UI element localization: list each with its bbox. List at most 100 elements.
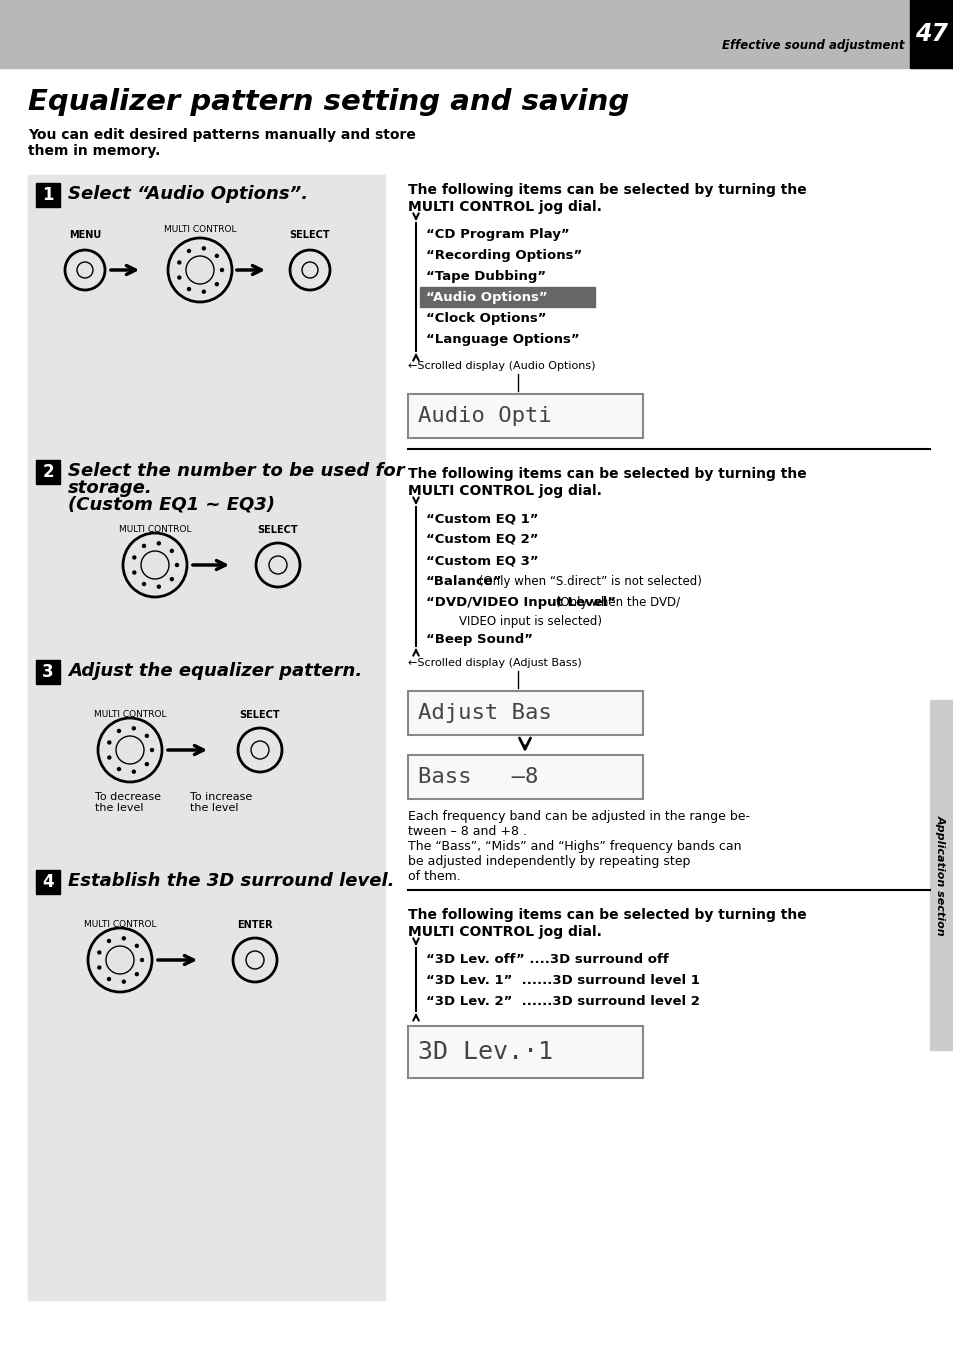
Text: 1: 1 [42, 186, 53, 204]
Text: “Custom EQ 3”: “Custom EQ 3” [426, 554, 538, 567]
Circle shape [215, 282, 218, 285]
Text: The following items can be selected by turning the: The following items can be selected by t… [408, 182, 806, 197]
Text: “Tape Dubbing”: “Tape Dubbing” [426, 270, 545, 282]
Circle shape [157, 585, 160, 588]
Circle shape [157, 542, 160, 544]
Text: Equalizer pattern setting and saving: Equalizer pattern setting and saving [28, 88, 629, 116]
Text: “Recording Options”: “Recording Options” [426, 249, 581, 262]
Text: Adjust the equalizer pattern.: Adjust the equalizer pattern. [68, 662, 362, 680]
Text: “CD Program Play”: “CD Program Play” [426, 228, 569, 240]
Circle shape [108, 740, 111, 744]
Text: “3D Lev. off” ....3D surround off: “3D Lev. off” ....3D surround off [426, 952, 668, 966]
Bar [419, 286, 595, 307]
Circle shape [122, 981, 125, 984]
Circle shape [132, 557, 135, 559]
Text: To increase: To increase [190, 792, 252, 802]
Circle shape [132, 727, 135, 730]
Bar [36, 870, 60, 894]
Circle shape [135, 973, 138, 975]
Text: storage.: storage. [68, 480, 152, 497]
Text: (Only when the DVD/: (Only when the DVD/ [552, 596, 679, 609]
Circle shape [108, 978, 111, 981]
Text: Application section: Application section [935, 815, 945, 935]
Text: “Balance”: “Balance” [426, 576, 502, 588]
Text: “Beep Sound”: “Beep Sound” [426, 634, 533, 646]
Text: MULTI CONTROL: MULTI CONTROL [164, 226, 236, 234]
Text: Select the number to be used for: Select the number to be used for [68, 462, 404, 480]
Circle shape [132, 770, 135, 773]
Circle shape [117, 730, 120, 732]
Circle shape [142, 582, 146, 585]
Text: MULTI CONTROL: MULTI CONTROL [84, 920, 156, 929]
Circle shape [202, 290, 205, 293]
Circle shape [108, 939, 111, 943]
Text: 2: 2 [42, 463, 53, 481]
Bar [408, 690, 642, 735]
Text: Establish the 3D surround level.: Establish the 3D surround level. [68, 871, 395, 890]
Text: Select “Audio Options”.: Select “Audio Options”. [68, 185, 308, 203]
Text: “Clock Options”: “Clock Options” [426, 312, 546, 326]
Text: VIDEO input is selected): VIDEO input is selected) [443, 616, 601, 628]
Circle shape [215, 254, 218, 257]
Text: “Custom EQ 2”: “Custom EQ 2” [426, 534, 537, 546]
Circle shape [220, 269, 223, 272]
Text: the level: the level [95, 802, 143, 813]
Text: Effective sound adjustment: Effective sound adjustment [721, 39, 904, 53]
Text: “Custom EQ 1”: “Custom EQ 1” [426, 512, 537, 526]
Circle shape [142, 544, 146, 547]
Circle shape [117, 767, 120, 770]
Text: The following items can be selected by turning the: The following items can be selected by t… [408, 467, 806, 481]
Text: You can edit desired patterns manually and store: You can edit desired patterns manually a… [28, 128, 416, 142]
Text: ←Scrolled display (Audio Options): ←Scrolled display (Audio Options) [408, 361, 595, 372]
Text: Each frequency band can be adjusted in the range be-: Each frequency band can be adjusted in t… [408, 811, 749, 823]
Text: of them.: of them. [408, 870, 460, 884]
Text: Adjust Bas: Adjust Bas [417, 703, 551, 723]
Bar [408, 755, 642, 798]
Bar [28, 176, 385, 1300]
Bar [0, 0, 953, 68]
Text: MULTI CONTROL: MULTI CONTROL [93, 711, 166, 719]
Text: MULTI CONTROL jog dial.: MULTI CONTROL jog dial. [408, 925, 601, 939]
Circle shape [135, 944, 138, 947]
Text: tween – 8 and +8 .: tween – 8 and +8 . [408, 825, 526, 838]
Text: them in memory.: them in memory. [28, 145, 160, 158]
Bar [36, 459, 60, 484]
Text: “Language Options”: “Language Options” [426, 332, 579, 346]
Text: SELECT: SELECT [290, 230, 330, 240]
Text: (Only when “S.direct” is not selected): (Only when “S.direct” is not selected) [475, 576, 701, 588]
Circle shape [145, 763, 149, 766]
Text: ←Scrolled display (Adjust Bass): ←Scrolled display (Adjust Bass) [408, 658, 581, 667]
Circle shape [108, 757, 111, 759]
Text: 3D Lev.·1: 3D Lev.·1 [417, 1040, 553, 1065]
Text: (Custom EQ1 ~ EQ3): (Custom EQ1 ~ EQ3) [68, 496, 274, 513]
Text: MULTI CONTROL: MULTI CONTROL [118, 526, 191, 534]
Text: “Audio Options”: “Audio Options” [426, 290, 547, 304]
Text: “3D Lev. 1”  ......3D surround level 1: “3D Lev. 1” ......3D surround level 1 [426, 974, 700, 988]
Text: MULTI CONTROL jog dial.: MULTI CONTROL jog dial. [408, 484, 601, 499]
Bar [929, 700, 951, 1050]
Circle shape [98, 966, 101, 969]
Text: 4: 4 [42, 873, 53, 892]
Text: SELECT: SELECT [257, 526, 298, 535]
Circle shape [188, 288, 191, 290]
Text: “3D Lev. 2”  ......3D surround level 2: “3D Lev. 2” ......3D surround level 2 [426, 994, 700, 1008]
Text: SELECT: SELECT [239, 711, 280, 720]
Text: To decrease: To decrease [95, 792, 161, 802]
Text: be adjusted independently by repeating step: be adjusted independently by repeating s… [408, 855, 690, 867]
Circle shape [122, 936, 125, 940]
Bar [408, 1025, 642, 1078]
Circle shape [140, 958, 143, 962]
Circle shape [132, 571, 135, 574]
Text: ENTER: ENTER [237, 920, 273, 929]
Text: MULTI CONTROL jog dial.: MULTI CONTROL jog dial. [408, 200, 601, 213]
Bar [408, 394, 642, 438]
Circle shape [151, 748, 153, 751]
Circle shape [98, 951, 101, 954]
Bar [36, 182, 60, 207]
Circle shape [177, 276, 181, 280]
Text: “DVD/VIDEO Input Level”: “DVD/VIDEO Input Level” [426, 596, 616, 609]
Text: the level: the level [190, 802, 238, 813]
Text: The “Bass”, “Mids” and “Highs” frequency bands can: The “Bass”, “Mids” and “Highs” frequency… [408, 840, 740, 852]
Circle shape [171, 550, 173, 553]
Circle shape [202, 247, 205, 250]
